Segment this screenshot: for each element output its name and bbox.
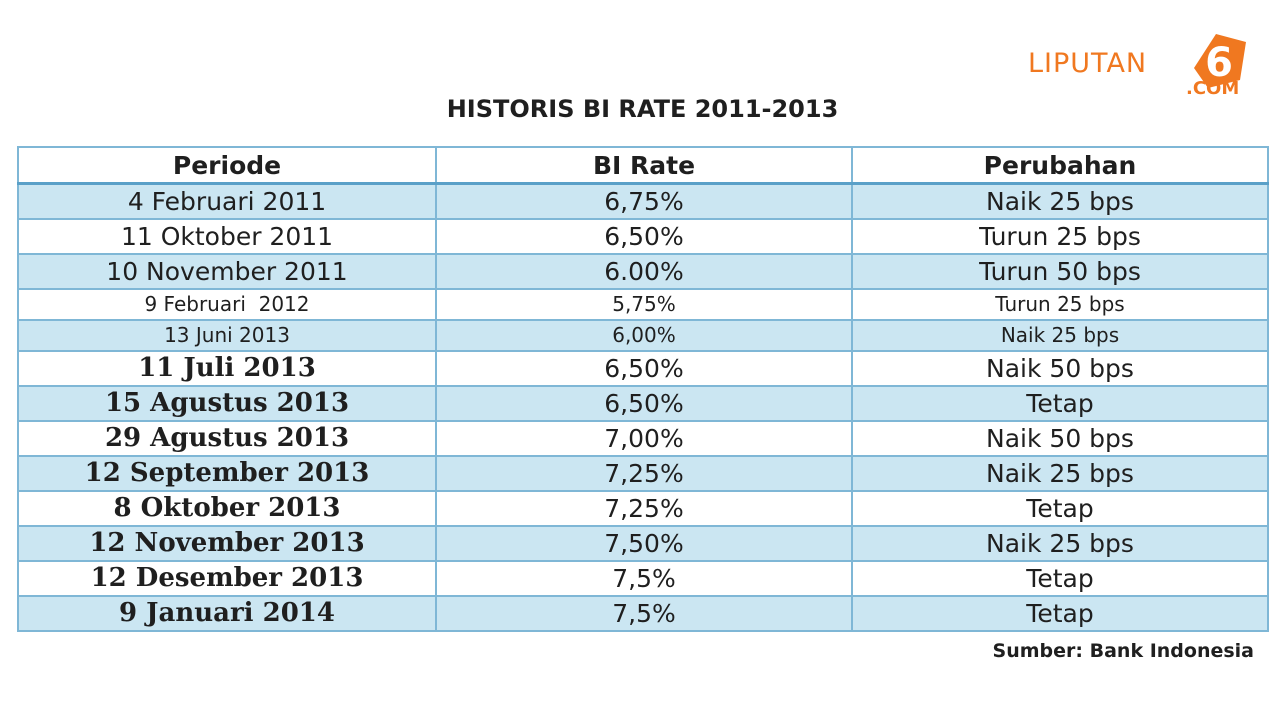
cell-rate: 6,00% (435, 318, 853, 352)
logo-domain: .COM (1186, 78, 1240, 99)
table-row: 11 Oktober 2011 6,50% Turun 25 bps (17, 217, 1269, 255)
column-header-periode: Periode (17, 146, 437, 185)
column-header-perubahan: Perubahan (851, 146, 1269, 185)
table-row: 9 Januari 2014 7,5% Tetap (17, 594, 1269, 632)
column-header-bi-rate: BI Rate (435, 146, 853, 185)
liputan6-logo: LIPUTAN 6 .COM (1028, 30, 1258, 100)
source-note: Sumber: Bank Indonesia (992, 640, 1254, 662)
cell-periode: 4 Februari 2011 (17, 182, 437, 220)
table-row: 12 September 2013 7,25% Naik 25 bps (17, 454, 1269, 492)
cell-perubahan: Naik 50 bps (851, 349, 1269, 387)
table-row: 13 Juni 2013 6,00% Naik 25 bps (17, 318, 1269, 352)
cell-rate: 7,25% (435, 454, 853, 492)
cell-periode: 10 November 2011 (17, 252, 437, 290)
cell-periode: 8 Oktober 2013 (17, 489, 437, 527)
cell-periode: 11 Juli 2013 (17, 349, 437, 387)
table-row: 9 Februari 2012 5,75% Turun 25 bps (17, 287, 1269, 321)
cell-perubahan: Turun 50 bps (851, 252, 1269, 290)
cell-perubahan: Tetap (851, 559, 1269, 597)
table-row: 12 November 2013 7,50% Naik 25 bps (17, 524, 1269, 562)
cell-periode: 11 Oktober 2011 (17, 217, 437, 255)
table-row: 8 Oktober 2013 7,25% Tetap (17, 489, 1269, 527)
cell-rate: 5,75% (435, 287, 853, 321)
cell-perubahan: Naik 25 bps (851, 182, 1269, 220)
cell-rate: 6.00% (435, 252, 853, 290)
logo-six-icon: 6 (1194, 34, 1246, 88)
cell-periode: 12 Desember 2013 (17, 559, 437, 597)
cell-periode: 15 Agustus 2013 (17, 384, 437, 422)
cell-periode: 29 Agustus 2013 (17, 419, 437, 457)
table-row: 29 Agustus 2013 7,00% Naik 50 bps (17, 419, 1269, 457)
cell-rate: 7,50% (435, 524, 853, 562)
cell-periode: 13 Juni 2013 (17, 318, 437, 352)
logo-text: LIPUTAN (1028, 48, 1148, 79)
bi-rate-table: Periode BI Rate Perubahan 4 Februari 201… (17, 146, 1269, 632)
table-row: 12 Desember 2013 7,5% Tetap (17, 559, 1269, 597)
cell-perubahan: Naik 25 bps (851, 318, 1269, 352)
cell-perubahan: Tetap (851, 489, 1269, 527)
page-title: HISTORIS BI RATE 2011-2013 (446, 95, 839, 123)
cell-periode: 9 Januari 2014 (17, 594, 437, 632)
cell-perubahan: Tetap (851, 384, 1269, 422)
table-row: 15 Agustus 2013 6,50% Tetap (17, 384, 1269, 422)
table-row: 11 Juli 2013 6,50% Naik 50 bps (17, 349, 1269, 387)
logo-number: 6 (1205, 40, 1233, 86)
cell-perubahan: Turun 25 bps (851, 217, 1269, 255)
cell-periode: 9 Februari 2012 (17, 287, 437, 321)
cell-perubahan: Tetap (851, 594, 1269, 632)
cell-rate: 6,75% (435, 182, 853, 220)
cell-perubahan: Naik 50 bps (851, 419, 1269, 457)
cell-perubahan: Naik 25 bps (851, 524, 1269, 562)
cell-rate: 6,50% (435, 217, 853, 255)
table-header-row: Periode BI Rate Perubahan (17, 146, 1269, 185)
table-row: 10 November 2011 6.00% Turun 50 bps (17, 252, 1269, 290)
table-row: 4 Februari 2011 6,75% Naik 25 bps (17, 182, 1269, 220)
cell-rate: 7,5% (435, 559, 853, 597)
cell-periode: 12 September 2013 (17, 454, 437, 492)
cell-rate: 7,25% (435, 489, 853, 527)
cell-periode: 12 November 2013 (17, 524, 437, 562)
cell-perubahan: Naik 25 bps (851, 454, 1269, 492)
cell-rate: 6,50% (435, 384, 853, 422)
cell-rate: 7,00% (435, 419, 853, 457)
cell-perubahan: Turun 25 bps (851, 287, 1269, 321)
cell-rate: 6,50% (435, 349, 853, 387)
cell-rate: 7,5% (435, 594, 853, 632)
